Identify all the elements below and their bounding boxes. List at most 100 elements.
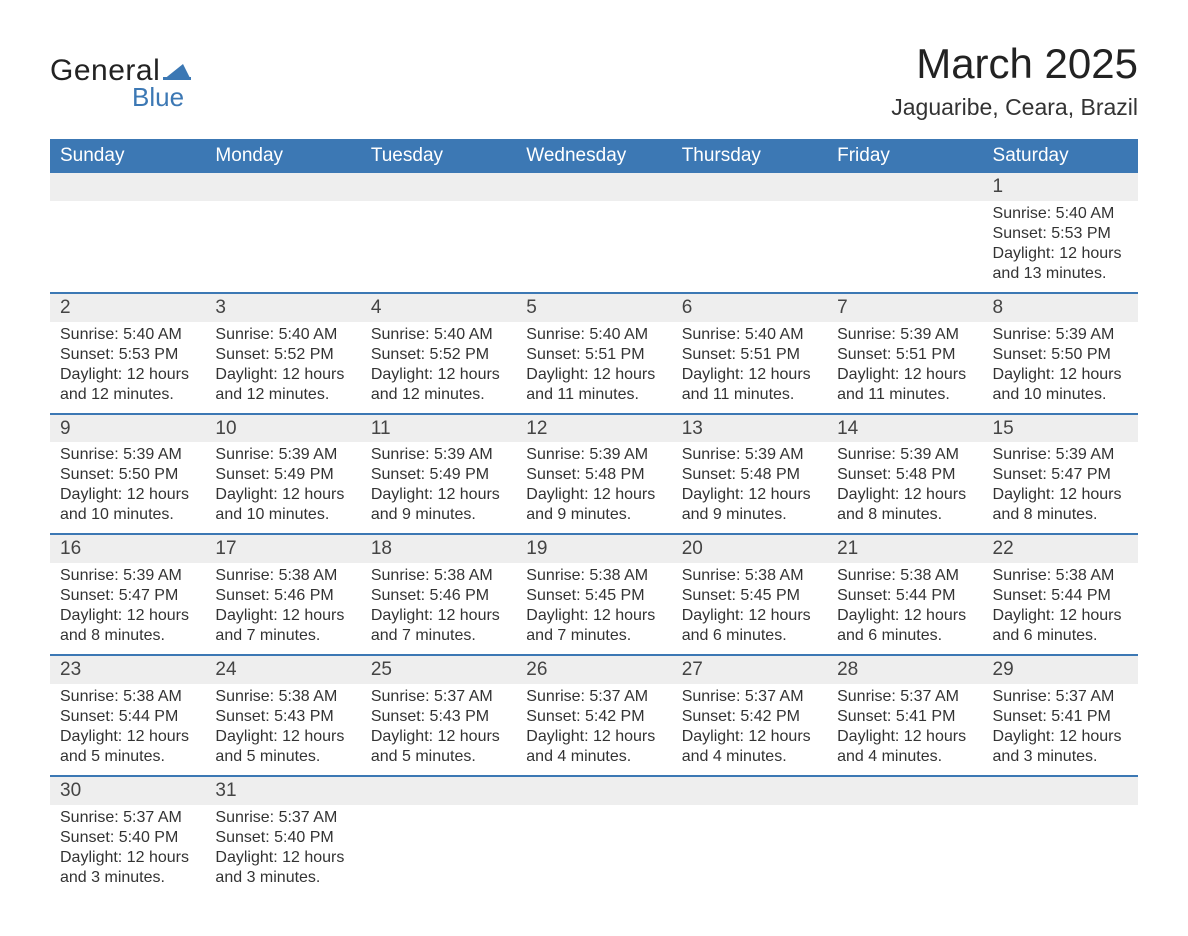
- day-body-empty: [983, 805, 1138, 836]
- day-sunset: Sunset: 5:44 PM: [837, 586, 972, 606]
- day-sunrise: Sunrise: 5:38 AM: [993, 566, 1128, 586]
- day-daylight: Daylight: 12 hours and 5 minutes.: [60, 727, 195, 767]
- calendar-week: 1Sunrise: 5:40 AMSunset: 5:53 PMDaylight…: [50, 173, 1138, 293]
- day-body: Sunrise: 5:38 AMSunset: 5:44 PMDaylight:…: [983, 563, 1138, 654]
- day-sunset: Sunset: 5:50 PM: [993, 345, 1128, 365]
- day-number: 1: [983, 173, 1138, 201]
- brand-word2: Blue: [132, 82, 184, 113]
- day-body: Sunrise: 5:37 AMSunset: 5:43 PMDaylight:…: [361, 684, 516, 775]
- day-sunrise: Sunrise: 5:37 AM: [993, 687, 1128, 707]
- day-number: 9: [50, 415, 205, 443]
- day-body-empty: [361, 805, 516, 836]
- title-block: March 2025 Jaguaribe, Ceara, Brazil: [891, 40, 1138, 121]
- day-number: 16: [50, 535, 205, 563]
- calendar-cell: 27Sunrise: 5:37 AMSunset: 5:42 PMDayligh…: [672, 655, 827, 776]
- calendar-cell: 21Sunrise: 5:38 AMSunset: 5:44 PMDayligh…: [827, 534, 982, 655]
- day-daylight: Daylight: 12 hours and 7 minutes.: [371, 606, 506, 646]
- brand-logo: General Blue: [50, 40, 191, 113]
- day-body-empty: [361, 201, 516, 232]
- day-sunrise: Sunrise: 5:40 AM: [371, 325, 506, 345]
- day-sunset: Sunset: 5:41 PM: [993, 707, 1128, 727]
- day-sunrise: Sunrise: 5:38 AM: [837, 566, 972, 586]
- calendar-cell: [672, 173, 827, 293]
- day-sunrise: Sunrise: 5:39 AM: [837, 325, 972, 345]
- month-title: March 2025: [891, 40, 1138, 88]
- day-sunrise: Sunrise: 5:40 AM: [526, 325, 661, 345]
- day-body: Sunrise: 5:40 AMSunset: 5:51 PMDaylight:…: [516, 322, 671, 413]
- day-body-empty: [672, 201, 827, 232]
- day-number-empty: [827, 777, 982, 805]
- day-number: 31: [205, 777, 360, 805]
- calendar-cell: [516, 173, 671, 293]
- day-sunset: Sunset: 5:45 PM: [526, 586, 661, 606]
- calendar-cell: 25Sunrise: 5:37 AMSunset: 5:43 PMDayligh…: [361, 655, 516, 776]
- calendar-cell: [983, 776, 1138, 896]
- calendar-cell: [516, 776, 671, 896]
- day-number: 29: [983, 656, 1138, 684]
- day-number-empty: [361, 173, 516, 201]
- day-daylight: Daylight: 12 hours and 6 minutes.: [993, 606, 1128, 646]
- day-sunrise: Sunrise: 5:39 AM: [526, 445, 661, 465]
- day-sunset: Sunset: 5:51 PM: [526, 345, 661, 365]
- day-sunset: Sunset: 5:40 PM: [60, 828, 195, 848]
- page-header: General Blue March 2025 Jaguaribe, Ceara…: [50, 40, 1138, 121]
- day-daylight: Daylight: 12 hours and 10 minutes.: [215, 485, 350, 525]
- calendar-cell: 23Sunrise: 5:38 AMSunset: 5:44 PMDayligh…: [50, 655, 205, 776]
- day-sunrise: Sunrise: 5:37 AM: [60, 808, 195, 828]
- day-number: 25: [361, 656, 516, 684]
- day-number: 15: [983, 415, 1138, 443]
- day-number: 11: [361, 415, 516, 443]
- day-sunrise: Sunrise: 5:39 AM: [993, 445, 1128, 465]
- day-daylight: Daylight: 12 hours and 13 minutes.: [993, 244, 1128, 284]
- day-body: Sunrise: 5:39 AMSunset: 5:48 PMDaylight:…: [672, 442, 827, 533]
- day-sunrise: Sunrise: 5:37 AM: [215, 808, 350, 828]
- day-header: Wednesday: [516, 139, 671, 173]
- day-number: 6: [672, 294, 827, 322]
- calendar-cell: [50, 173, 205, 293]
- day-body: Sunrise: 5:39 AMSunset: 5:50 PMDaylight:…: [50, 442, 205, 533]
- day-header: Tuesday: [361, 139, 516, 173]
- day-header: Saturday: [983, 139, 1138, 173]
- day-sunrise: Sunrise: 5:40 AM: [60, 325, 195, 345]
- day-sunset: Sunset: 5:51 PM: [682, 345, 817, 365]
- day-body: Sunrise: 5:40 AMSunset: 5:51 PMDaylight:…: [672, 322, 827, 413]
- day-body-empty: [672, 805, 827, 836]
- day-sunset: Sunset: 5:42 PM: [682, 707, 817, 727]
- calendar-week: 9Sunrise: 5:39 AMSunset: 5:50 PMDaylight…: [50, 414, 1138, 535]
- day-number: 8: [983, 294, 1138, 322]
- day-body: Sunrise: 5:37 AMSunset: 5:41 PMDaylight:…: [983, 684, 1138, 775]
- day-body: Sunrise: 5:39 AMSunset: 5:47 PMDaylight:…: [983, 442, 1138, 533]
- day-daylight: Daylight: 12 hours and 7 minutes.: [526, 606, 661, 646]
- day-number: 21: [827, 535, 982, 563]
- calendar-cell: 12Sunrise: 5:39 AMSunset: 5:48 PMDayligh…: [516, 414, 671, 535]
- day-sunrise: Sunrise: 5:38 AM: [215, 566, 350, 586]
- day-daylight: Daylight: 12 hours and 12 minutes.: [371, 365, 506, 405]
- day-body: Sunrise: 5:40 AMSunset: 5:52 PMDaylight:…: [361, 322, 516, 413]
- day-sunset: Sunset: 5:44 PM: [60, 707, 195, 727]
- day-body-empty: [827, 805, 982, 836]
- calendar-cell: [672, 776, 827, 896]
- day-body: Sunrise: 5:38 AMSunset: 5:44 PMDaylight:…: [827, 563, 982, 654]
- day-header-row: SundayMondayTuesdayWednesdayThursdayFrid…: [50, 139, 1138, 173]
- day-sunset: Sunset: 5:52 PM: [371, 345, 506, 365]
- day-number: 22: [983, 535, 1138, 563]
- calendar-cell: [205, 173, 360, 293]
- day-number: 13: [672, 415, 827, 443]
- day-sunset: Sunset: 5:40 PM: [215, 828, 350, 848]
- day-daylight: Daylight: 12 hours and 10 minutes.: [60, 485, 195, 525]
- day-daylight: Daylight: 12 hours and 9 minutes.: [371, 485, 506, 525]
- day-sunset: Sunset: 5:46 PM: [215, 586, 350, 606]
- day-number-empty: [827, 173, 982, 201]
- day-sunrise: Sunrise: 5:40 AM: [682, 325, 817, 345]
- day-number: 19: [516, 535, 671, 563]
- day-daylight: Daylight: 12 hours and 8 minutes.: [993, 485, 1128, 525]
- day-sunrise: Sunrise: 5:40 AM: [215, 325, 350, 345]
- day-body: Sunrise: 5:37 AMSunset: 5:40 PMDaylight:…: [50, 805, 205, 896]
- calendar-cell: 10Sunrise: 5:39 AMSunset: 5:49 PMDayligh…: [205, 414, 360, 535]
- calendar-cell: 15Sunrise: 5:39 AMSunset: 5:47 PMDayligh…: [983, 414, 1138, 535]
- day-daylight: Daylight: 12 hours and 9 minutes.: [682, 485, 817, 525]
- day-body: Sunrise: 5:40 AMSunset: 5:53 PMDaylight:…: [983, 201, 1138, 292]
- day-sunset: Sunset: 5:46 PM: [371, 586, 506, 606]
- calendar-cell: 6Sunrise: 5:40 AMSunset: 5:51 PMDaylight…: [672, 293, 827, 414]
- calendar-cell: 13Sunrise: 5:39 AMSunset: 5:48 PMDayligh…: [672, 414, 827, 535]
